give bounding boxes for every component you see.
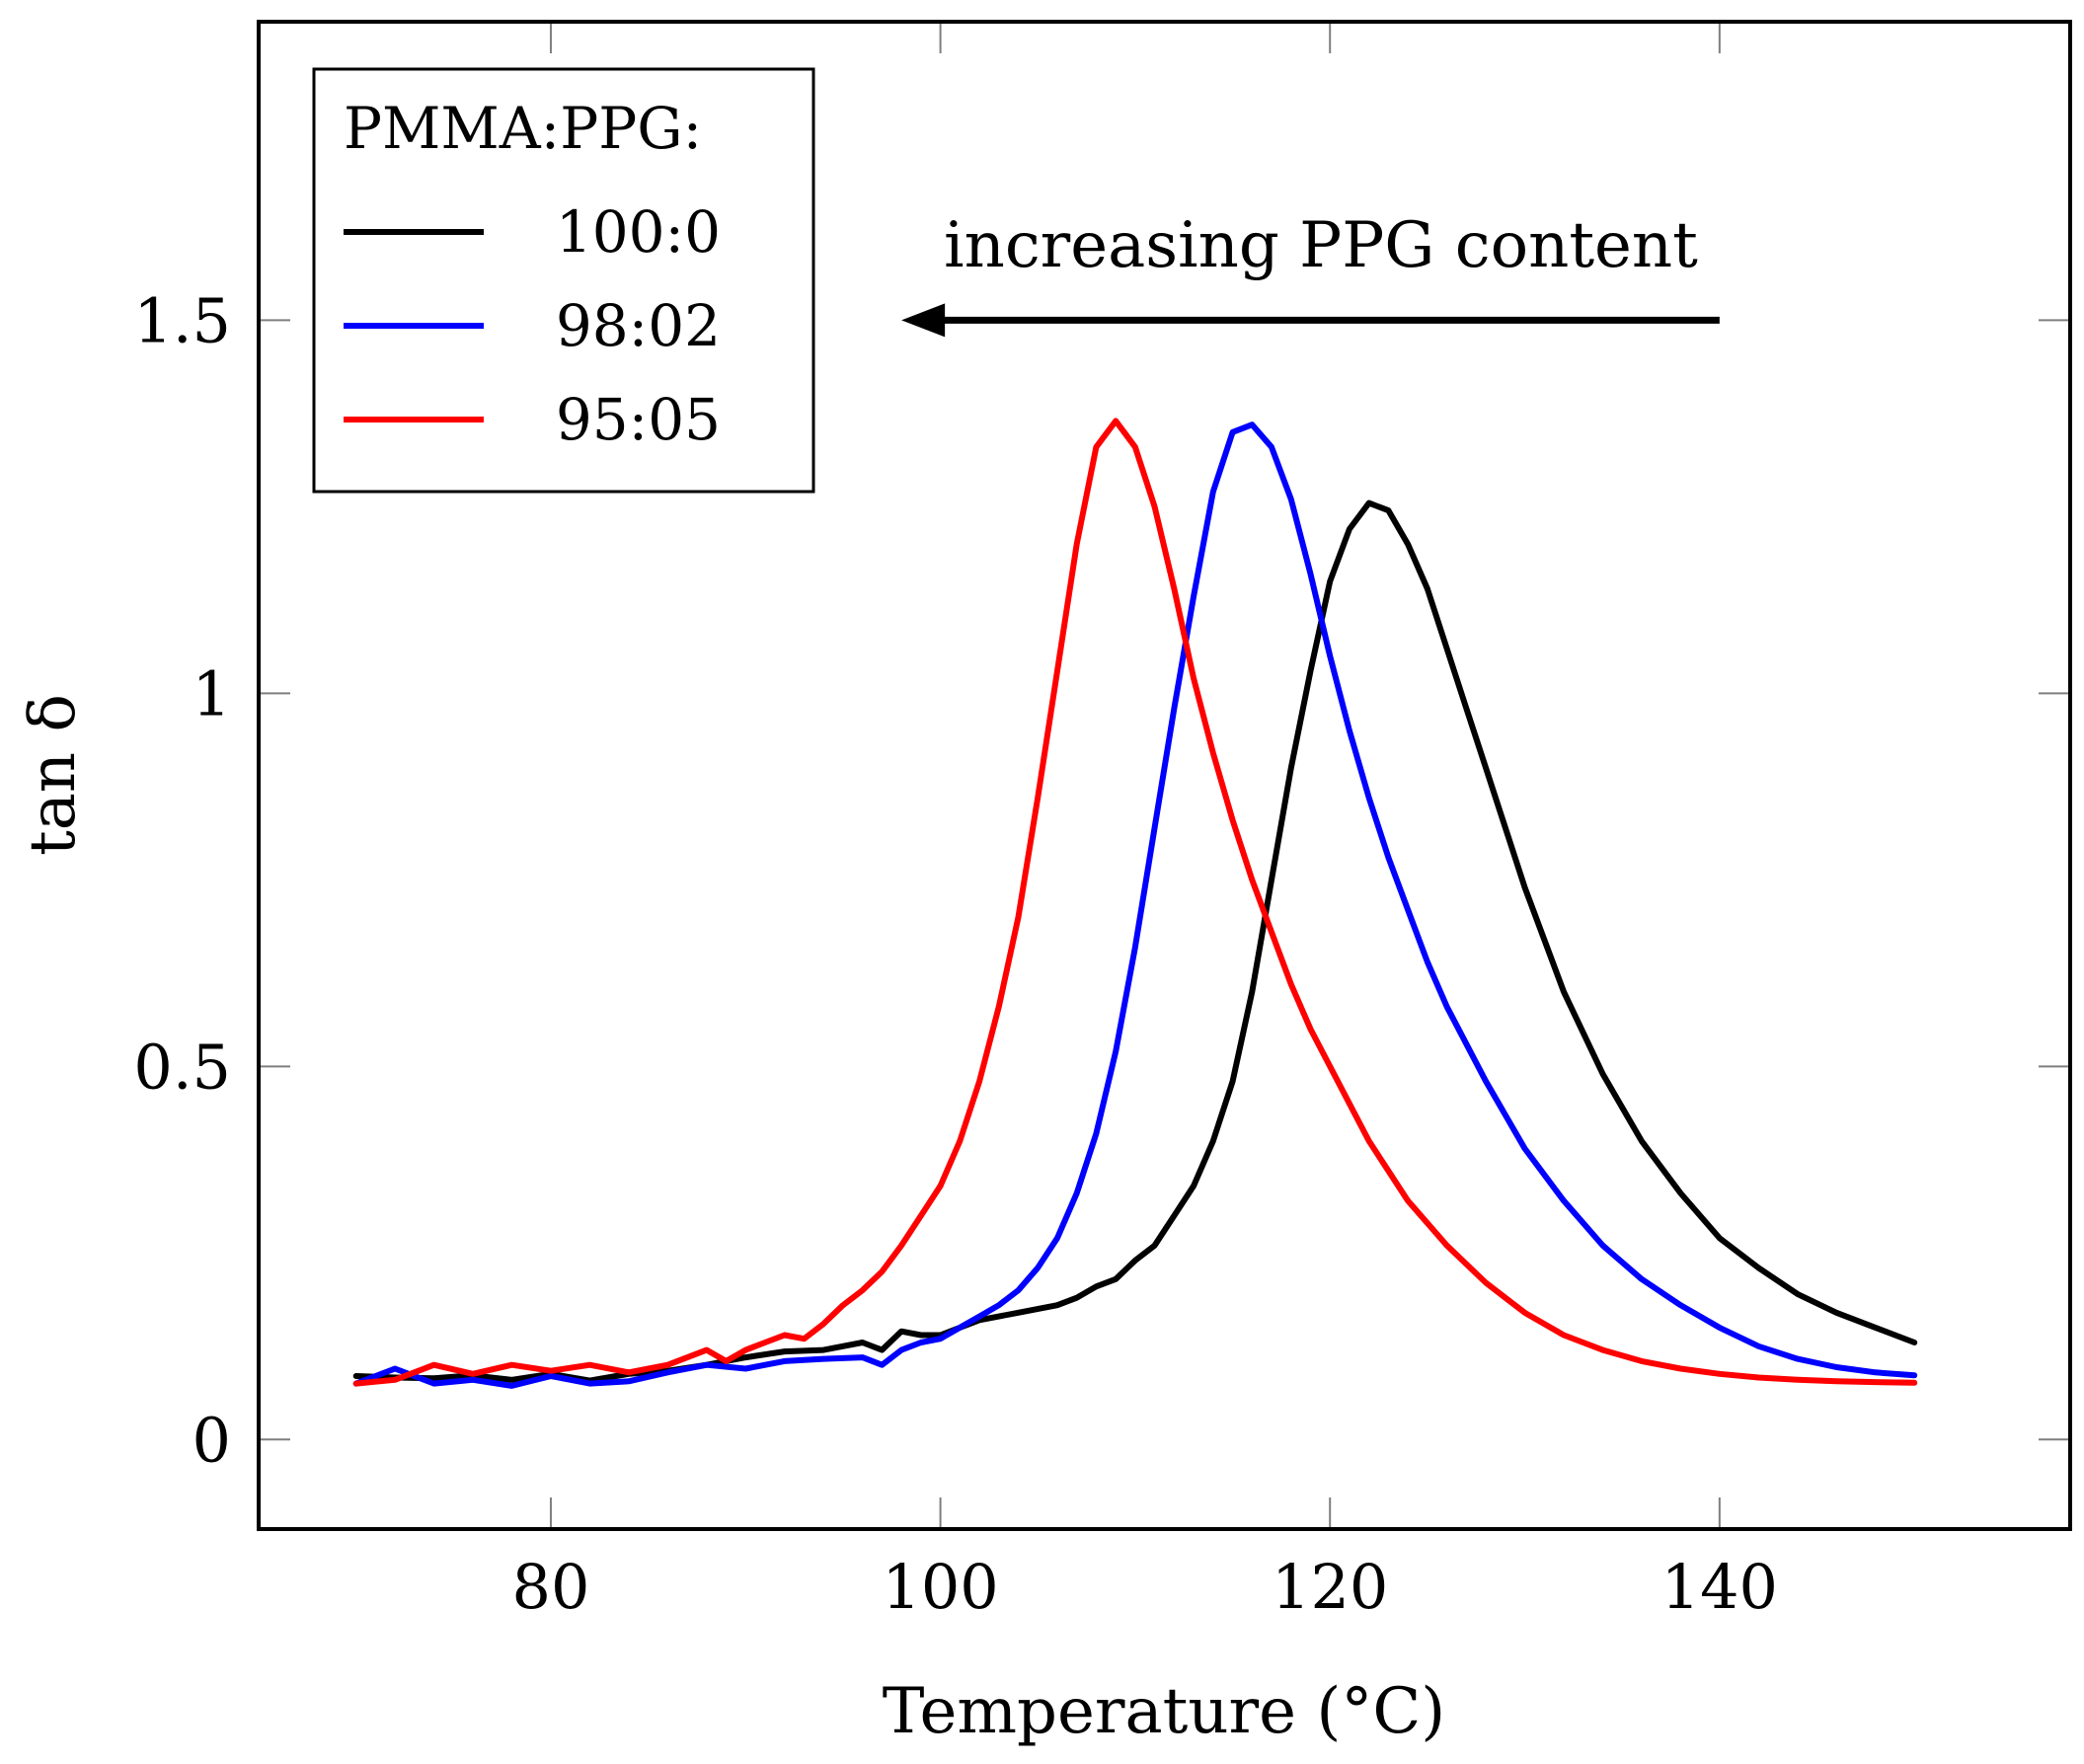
x-tick-label: 140 bbox=[1661, 1551, 1778, 1623]
y-tick-label: 0.5 bbox=[133, 1031, 231, 1103]
series-line-98-02 bbox=[352, 422, 1918, 1389]
annotation-label: increasing PPG content bbox=[944, 209, 1698, 282]
tick-label-layer: 80 100 120 140 0 0.5 1 1.5 bbox=[133, 284, 1778, 1623]
annotation: increasing PPG content bbox=[901, 209, 1720, 338]
legend-entries: 100:0 98:02 95:05 bbox=[344, 198, 721, 453]
legend-title: PMMA:PPG: bbox=[344, 95, 702, 162]
series-line-95-05 bbox=[352, 418, 1918, 1387]
x-tick-label: 80 bbox=[512, 1551, 590, 1623]
legend-entry-label: 95:05 bbox=[556, 386, 721, 453]
y-tick-label: 1.5 bbox=[133, 284, 231, 356]
legend-entry-label: 100:0 bbox=[556, 198, 721, 266]
x-tick-label: 100 bbox=[882, 1551, 998, 1623]
series-layer bbox=[352, 418, 1918, 1389]
y-axis-title: tan δ bbox=[17, 694, 90, 856]
x-tick-label: 120 bbox=[1272, 1551, 1388, 1623]
annotation-arrow-head bbox=[901, 303, 946, 338]
y-tick-label: 1 bbox=[193, 657, 231, 729]
legend-entry-label: 98:02 bbox=[556, 292, 721, 359]
tick-layer bbox=[259, 22, 2070, 1529]
y-tick-label: 0 bbox=[193, 1404, 231, 1476]
plot-frame bbox=[257, 20, 2072, 1531]
legend: PMMA:PPG: 100:0 98:02 95:05 bbox=[312, 67, 815, 494]
x-axis-title: Temperature (°C) bbox=[883, 1675, 1446, 1748]
